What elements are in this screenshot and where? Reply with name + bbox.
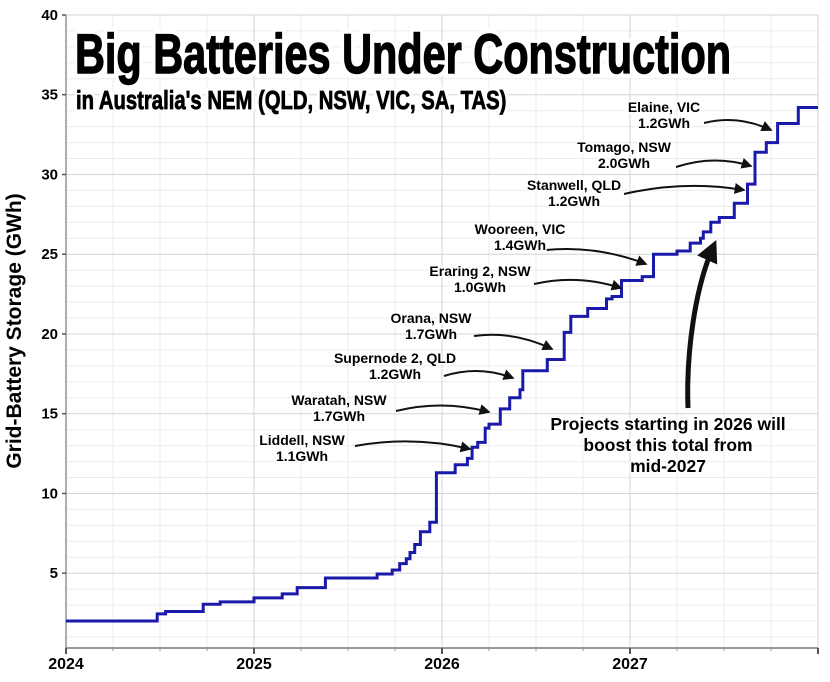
annotation-label: Supernode 2, QLD <box>334 350 456 366</box>
annotation-label: Orana, NSW <box>391 310 473 326</box>
y-tick-label: 15 <box>41 406 58 423</box>
callout-arrow <box>685 239 718 409</box>
annotation-arrow <box>675 158 753 169</box>
annotation-label: Tomago, NSW <box>577 139 672 155</box>
y-tick-label: 30 <box>41 167 58 184</box>
y-tick-label: 10 <box>41 486 58 503</box>
y-tick-label: 25 <box>41 246 58 263</box>
x-tick-label: 2024 <box>48 656 84 673</box>
y-tick-label: 40 <box>41 7 58 24</box>
callout-line: mid-2027 <box>630 456 706 476</box>
annotation-capacity: 1.7GWh <box>405 326 457 342</box>
annotation-label: Stanwell, QLD <box>527 177 621 193</box>
annotation-label: Waratah, NSW <box>291 392 387 408</box>
y-axis-title: Grid-Battery Storage (GWh) <box>3 193 26 468</box>
plot-area: 2024 2025 2026 2027510152025303540Liddell, … <box>41 7 819 673</box>
annotation-arrow <box>623 183 746 195</box>
chart-title: Big Batteries Under Construction <box>75 23 731 86</box>
annotation-label: Eraring 2, NSW <box>429 263 531 279</box>
step-line <box>66 106 818 623</box>
annotation-capacity: 1.4GWh <box>494 237 546 253</box>
x-tick-label: 2027 <box>612 656 648 673</box>
annotation-label: Wooreen, VIC <box>475 221 566 237</box>
y-axis-title-group: Grid-Battery Storage (GWh) <box>3 193 26 468</box>
annotation-arrow <box>703 119 773 132</box>
callout-line: Projects starting in 2026 will <box>550 414 785 434</box>
annotation-arrow <box>533 278 623 291</box>
annotation-capacity: 1.0GWh <box>454 279 506 295</box>
annotation-arrow <box>395 404 491 415</box>
chart-title-halo: Big Batteries Under Construction <box>75 23 731 86</box>
y-tick-label: 20 <box>41 326 58 343</box>
annotation-capacity: 1.2GWh <box>638 115 690 131</box>
callout-line: boost this total from <box>583 435 752 455</box>
chart-subtitle-halo: in Australia's NEM (QLD, NSW, VIC, SA, T… <box>76 86 506 115</box>
annotation-arrow <box>473 333 554 350</box>
annotation-arrow <box>545 247 648 266</box>
x-tick-label: 2025 <box>236 656 272 673</box>
y-tick-label: 5 <box>50 565 58 582</box>
annotation-capacity: 2.0GWh <box>598 155 650 171</box>
annotation-capacity: 1.2GWh <box>369 366 421 382</box>
x-tick-label: 2026 <box>424 656 460 673</box>
annotation-label: Elaine, VIC <box>628 99 700 115</box>
chart-subtitle: in Australia's NEM (QLD, NSW, VIC, SA, T… <box>76 86 506 115</box>
annotation-arrow <box>443 369 515 380</box>
annotation-label: Liddell, NSW <box>259 432 345 448</box>
annotation-capacity: 1.7GWh <box>313 408 365 424</box>
chart-title-group: Big Batteries Under Construction Big Bat… <box>71 19 736 90</box>
y-tick-label: 35 <box>41 87 58 104</box>
annotation-capacity: 1.2GWh <box>548 193 600 209</box>
chart-subtitle-group: in Australia's NEM (QLD, NSW, VIC, SA, T… <box>72 82 509 118</box>
annotation-capacity: 1.1GWh <box>276 448 328 464</box>
annotation-arrow <box>354 440 472 453</box>
